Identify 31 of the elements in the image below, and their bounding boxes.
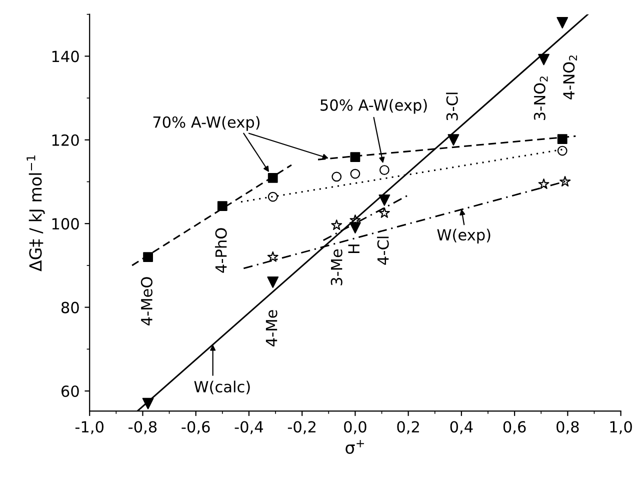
annotation: 4-Me (266, 310, 278, 346)
annotation: 4-NO$_{2}$ (563, 56, 577, 100)
annotation: 3-Me (330, 249, 342, 286)
annotation: 4-PhO (215, 228, 227, 273)
annotation: W(calc) (194, 380, 250, 394)
x-tick-label: 0,6 (503, 421, 526, 434)
annotation: H (348, 244, 360, 254)
annotation: 3-NO$_{2}$ (534, 76, 548, 120)
annotation: 3-Cl (446, 92, 458, 120)
annotation: 70% A-W(exp) (153, 116, 260, 131)
x-tick-label: -0,6 (182, 421, 210, 434)
y-tick-label: 140 (52, 50, 79, 62)
x-tick-label: 0,8 (556, 421, 579, 434)
y-tick-label: 80 (61, 302, 79, 314)
x-tick-label: 1,0 (610, 421, 632, 434)
annotation: 4-Cl (377, 236, 389, 265)
x-tick-label: -0,4 (234, 421, 264, 434)
y-axis-title: ΔG‡ / kJ mol$^{−1}$ (26, 155, 45, 272)
annotation: 50% A-W(exp) (320, 99, 427, 114)
x-axis-title: σ$^{+}$ (346, 440, 364, 454)
x-tick-label: 0,0 (344, 421, 366, 434)
x-tick-label: 0,4 (450, 421, 473, 434)
x-tick-label: -0,8 (128, 421, 157, 434)
x-tick-label: -0,2 (288, 421, 316, 434)
y-tick-label: 60 (62, 385, 79, 398)
x-tick-label: 0,2 (397, 421, 419, 434)
y-tick-label: 120 (52, 134, 79, 146)
x-tick-label: -1,0 (75, 421, 104, 434)
annotation: W(exp) (437, 228, 490, 244)
y-tick-label: 100 (52, 218, 79, 230)
annotation: 4-MeO (140, 277, 152, 326)
